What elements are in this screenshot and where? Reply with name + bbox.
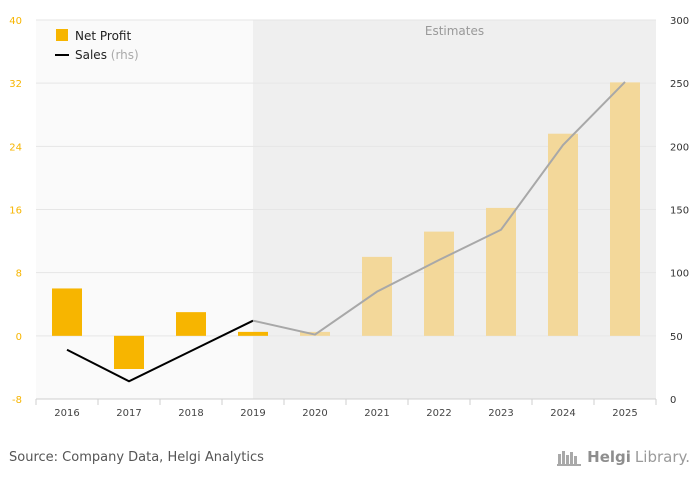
- x-tick-label: 2023: [488, 408, 513, 419]
- left-tick-label: 8: [16, 269, 22, 280]
- right-tick-label: 0: [670, 395, 676, 406]
- left-tick-label: 40: [9, 16, 22, 27]
- library-icon: [557, 451, 582, 466]
- x-tick-label: 2017: [116, 408, 141, 419]
- bar-net-profit: [362, 256, 392, 336]
- right-tick-label: 250: [670, 79, 689, 90]
- x-tick-label: 2024: [550, 408, 575, 419]
- bar-net-profit: [486, 207, 516, 336]
- right-tick-label: 100: [670, 269, 689, 280]
- x-tick-label: 2016: [54, 408, 79, 419]
- left-tick-label: 24: [9, 142, 22, 153]
- x-tick-label: 2018: [178, 408, 203, 419]
- x-tick-label: 2021: [364, 408, 389, 419]
- x-tick-label: 2020: [302, 408, 327, 419]
- legend-label-sales: Sales (rhs): [75, 48, 139, 62]
- bar-net-profit: [114, 335, 144, 369]
- line-sales-actual: [66, 319, 254, 383]
- right-tick-label: 150: [670, 206, 689, 217]
- legend-swatch-net-profit: [56, 29, 68, 41]
- left-tick-label: 32: [9, 79, 22, 90]
- right-tick-label: 200: [670, 142, 689, 153]
- bar-net-profit: [548, 133, 578, 336]
- left-tick-label: -8: [12, 395, 22, 406]
- bar-net-profit: [238, 331, 268, 336]
- bar-net-profit: [176, 312, 206, 336]
- bar-net-profit: [610, 82, 640, 336]
- line-sales-estimate: [252, 81, 626, 336]
- legend-suffix-rhs: (rhs): [111, 48, 139, 62]
- brand-name: Helgi: [587, 448, 631, 466]
- right-tick-label: 300: [670, 16, 689, 27]
- combo-chart: -8 0 8 16 24 32 40 0 50 100 150 200 250 300 2016 2017 20…: [9, 16, 689, 419]
- bar-net-profit: [424, 231, 454, 336]
- right-tick-label: 50: [670, 332, 683, 343]
- x-tick-label: 2022: [426, 408, 451, 419]
- estimates-label: Estimates: [425, 24, 484, 38]
- x-tick-label: 2019: [240, 408, 265, 419]
- legend-label-net-profit: Net Profit: [75, 29, 131, 43]
- brand-suffix: Library.: [634, 448, 690, 466]
- brand-logo: Helgi Library.: [557, 448, 690, 466]
- left-tick-label: 16: [9, 206, 22, 217]
- left-tick-label: 0: [16, 332, 22, 343]
- bar-net-profit: [52, 288, 82, 336]
- x-tick-label: 2025: [612, 408, 637, 419]
- source-note: Source: Company Data, Helgi Analytics: [9, 450, 264, 465]
